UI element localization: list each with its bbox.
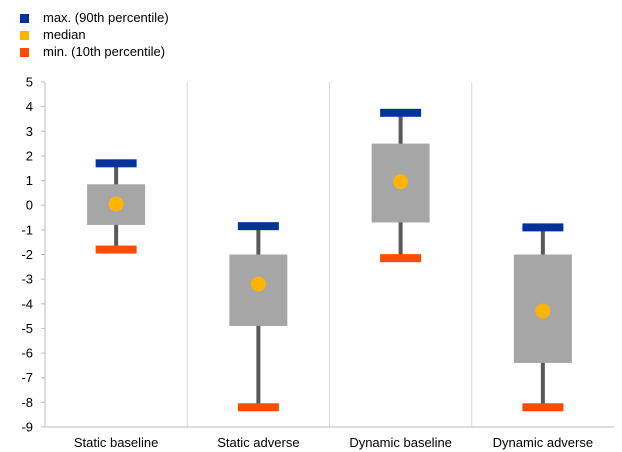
x-axis-labels: Static baseline Static adverse Dynamic bas…: [74, 435, 593, 450]
max-cap: [522, 223, 564, 232]
y-tick-label: 3: [26, 124, 33, 139]
category-separators: [186, 82, 473, 427]
y-tick-label: -4: [21, 296, 33, 311]
median-point: [393, 174, 409, 190]
y-axis-ticks: 5 4 3 2 1 0 -1 -2 -3 -4 -5 -6 -7 -8 -9: [21, 75, 45, 435]
y-tick-label: -1: [21, 222, 33, 237]
y-tick-label: 4: [26, 99, 33, 114]
min-cap: [95, 245, 137, 254]
box-group: [87, 159, 146, 254]
box-group: [229, 222, 288, 412]
y-tick-label: -5: [21, 321, 33, 336]
max-cap: [95, 159, 137, 168]
plot-area: [87, 108, 572, 412]
y-tick-label: -2: [21, 247, 33, 262]
x-category-label: Static baseline: [74, 435, 159, 450]
max-cap: [380, 108, 422, 117]
y-tick-label: -9: [21, 420, 33, 435]
box-group: [513, 223, 572, 412]
y-tick-label: -7: [21, 370, 33, 385]
legend-label-max: max. (90th percentile): [43, 10, 169, 25]
median-point: [108, 196, 124, 212]
min-cap: [522, 403, 564, 412]
min-cap: [237, 403, 279, 412]
legend-swatch-min: [20, 48, 29, 57]
y-tick-label: 0: [26, 198, 33, 213]
x-category-label: Static adverse: [217, 435, 299, 450]
median-point: [250, 276, 266, 292]
median-point: [535, 303, 551, 319]
legend-swatch-median: [20, 31, 29, 40]
legend-label-median: median: [43, 27, 86, 42]
legend-swatch-max: [20, 14, 29, 23]
box-group: [371, 108, 430, 263]
legend: max. (90th percentile) median min. (10th p…: [20, 10, 169, 59]
x-category-label: Dynamic adverse: [493, 435, 593, 450]
x-category-label: Dynamic baseline: [349, 435, 452, 450]
legend-label-min: min. (10th percentile): [43, 44, 165, 59]
y-tick-label: -8: [21, 395, 33, 410]
y-tick-label: -6: [21, 346, 33, 361]
y-tick-label: 5: [26, 75, 33, 90]
y-tick-label: 2: [26, 148, 33, 163]
max-cap: [237, 222, 279, 231]
y-tick-label: -3: [21, 272, 33, 287]
y-tick-label: 1: [26, 173, 33, 188]
min-cap: [380, 254, 422, 263]
